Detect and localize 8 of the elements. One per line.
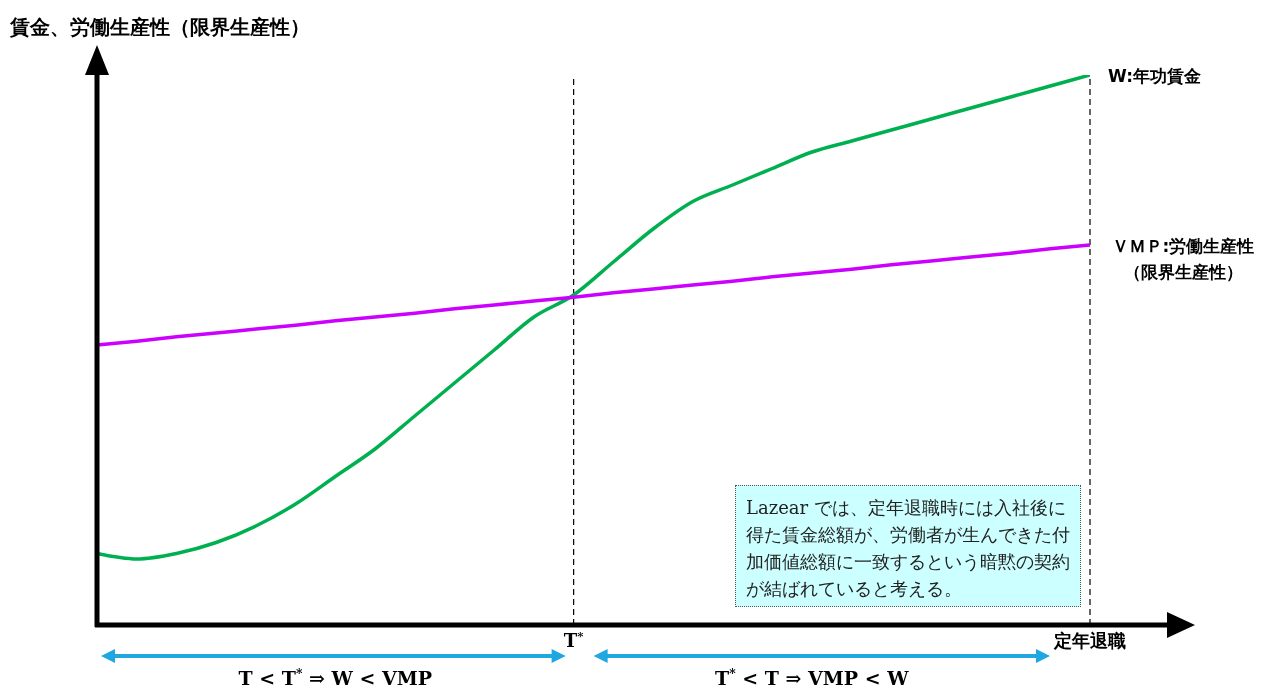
x-tick-label: 定年退職 [1053, 630, 1126, 651]
text: T$^{*}$ < T ⇒ VMP < W [715, 665, 910, 689]
annotation: Lazear では、定年退職時には入社後に得た賃金総額が、労働者が生んできた付加価値総額に一致するという暗黙の契約が結ばれていると考える。 [746, 497, 1070, 599]
series-label: ＶＭＰ:労働生産性（限界生産性） [1111, 235, 1255, 282]
text: T < T$^{*}$ ⇒ W < VMP [238, 665, 433, 689]
y-axis-title: 賃金、労働生産性（限界生産性） [10, 15, 310, 39]
x-tick-label: T$^{*}$ [563, 629, 584, 651]
series-label: W:年功賃金 [1108, 66, 1202, 86]
